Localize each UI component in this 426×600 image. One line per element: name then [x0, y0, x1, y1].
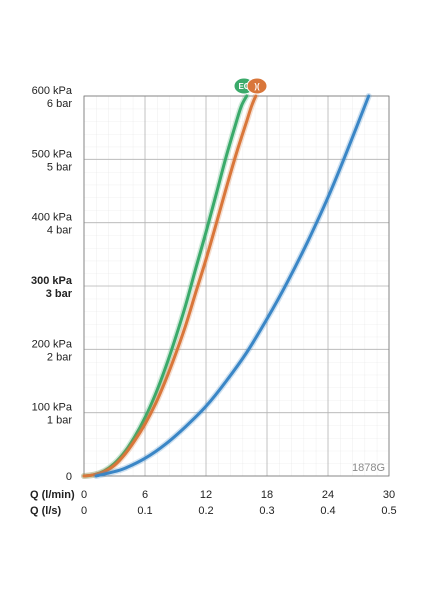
y-tick-label-kpa: 0	[66, 471, 72, 483]
series-line	[82, 94, 258, 478]
x-tick-label-lmin: 0	[81, 489, 87, 501]
x-axis-title-ls: Q (l/s)	[30, 505, 62, 517]
y-tick-label-bar: 5 bar	[47, 161, 72, 173]
x-tick-label-lmin: 30	[383, 489, 395, 501]
valve-badge-shape	[246, 77, 268, 95]
y-tick-label-kpa: 300 kPa	[31, 275, 73, 287]
x2-tick-label-ls: 0.4	[320, 505, 335, 517]
major-grid	[83, 95, 390, 477]
x2-tick-label-ls: 0.2	[198, 505, 213, 517]
series-line	[94, 94, 371, 478]
x2-tick-label-ls: 0.1	[137, 505, 152, 517]
y-tick-label-kpa: 500 kPa	[32, 148, 73, 160]
x2-tick-label-ls: 0	[81, 505, 87, 517]
valve-badge-label: )(	[254, 82, 260, 91]
plot-frame	[83, 95, 390, 477]
x2-tick-label-ls: 0.3	[259, 505, 274, 517]
y-tick-label-kpa: 600 kPa	[32, 85, 73, 97]
x-tick-label-lmin: 18	[261, 489, 273, 501]
x-tick-label-lmin: 12	[200, 489, 212, 501]
y-tick-label-bar: 1 bar	[47, 415, 72, 427]
x-tick-label-lmin: 24	[322, 489, 334, 501]
y-tick-label-bar: 4 bar	[47, 225, 72, 237]
x-axis-labels: Q (l/min) Q (l/s) 0 0 6 0.1 12 0.2 18 0.3 24 0.4 3…	[30, 489, 397, 517]
x-axis-title-lmin: Q (l/min)	[30, 489, 75, 501]
valve-badge: )(	[246, 77, 268, 95]
y-tick-label-kpa: 400 kPa	[32, 212, 73, 224]
valve-badges: EC )(	[233, 77, 268, 95]
y-tick-label-kpa: 200 kPa	[32, 338, 73, 350]
y-tick-label-bar: 2 bar	[47, 351, 72, 363]
y-tick-label-bar: 3 bar	[46, 288, 73, 300]
series-lines	[81, 93, 372, 479]
valve-badge-label: EC	[238, 82, 249, 91]
x2-tick-label-ls: 0.5	[381, 505, 396, 517]
model-code-label: 1878G	[352, 462, 385, 474]
y-tick-label-kpa: 100 kPa	[32, 402, 73, 414]
y-tick-label-bar: 6 bar	[47, 98, 72, 110]
x-tick-label-lmin: 6	[142, 489, 148, 501]
